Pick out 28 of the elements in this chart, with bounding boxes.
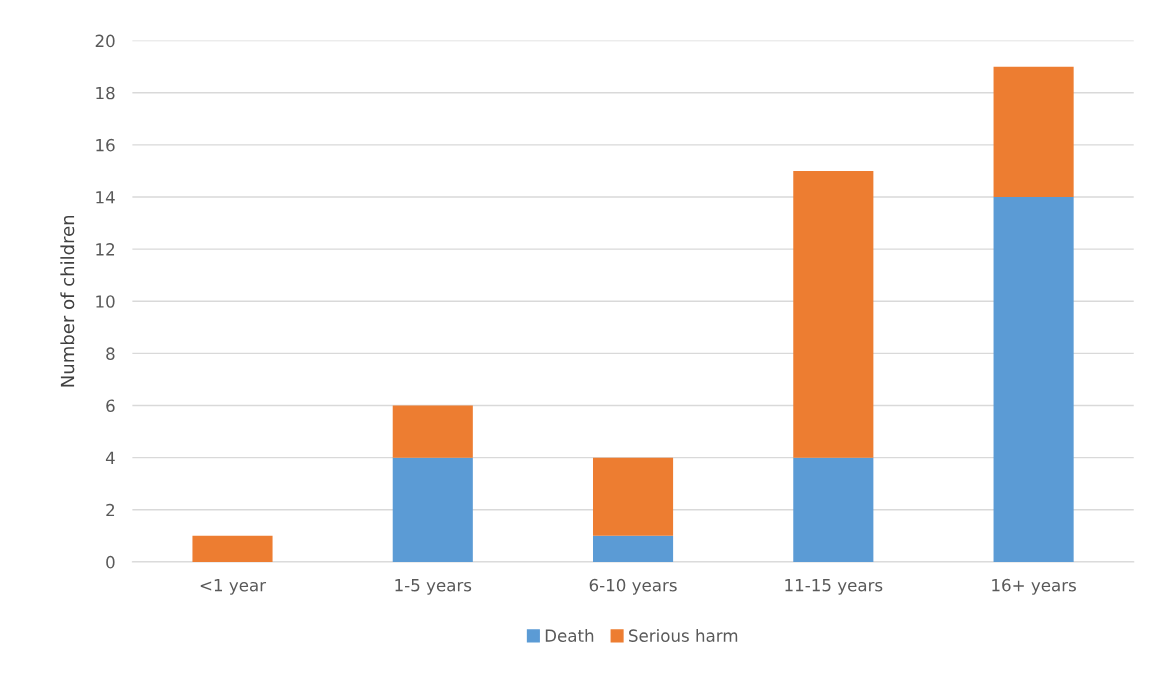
x-tick-label: 11-15 years <box>785 579 883 595</box>
y-tick-label: 8 <box>106 347 115 360</box>
bar <box>793 170 874 458</box>
bar <box>392 405 473 458</box>
x-tick-label: 6-10 years <box>589 578 677 595</box>
y-tick-label: 6 <box>106 399 115 413</box>
y-tick-label: 20 <box>95 34 115 48</box>
y-tick-label: 2 <box>106 503 115 517</box>
legend-label: Death <box>545 629 594 642</box>
bar <box>392 457 473 562</box>
legend-label: Serious harm <box>629 629 738 642</box>
y-tick-label: 4 <box>105 451 115 464</box>
y-tick-label: 12 <box>96 243 115 256</box>
y-tick-label: 18 <box>96 86 115 100</box>
y-axis-title: Number of children <box>60 215 75 387</box>
x-tick-label: 1-5 years <box>395 579 472 595</box>
bar <box>793 457 874 562</box>
y-tick-label: 0 <box>106 555 115 569</box>
y-tick-label: 14 <box>96 191 115 204</box>
x-tick-label: <1 year <box>200 579 267 595</box>
bar <box>593 535 674 562</box>
y-tick-label: 16 <box>96 138 115 152</box>
bar <box>593 457 674 536</box>
bar <box>993 66 1074 198</box>
x-tick-label: 16+ years <box>992 578 1076 595</box>
y-tick-label: 10 <box>96 295 115 308</box>
bar <box>192 535 273 562</box>
bar <box>993 197 1074 562</box>
